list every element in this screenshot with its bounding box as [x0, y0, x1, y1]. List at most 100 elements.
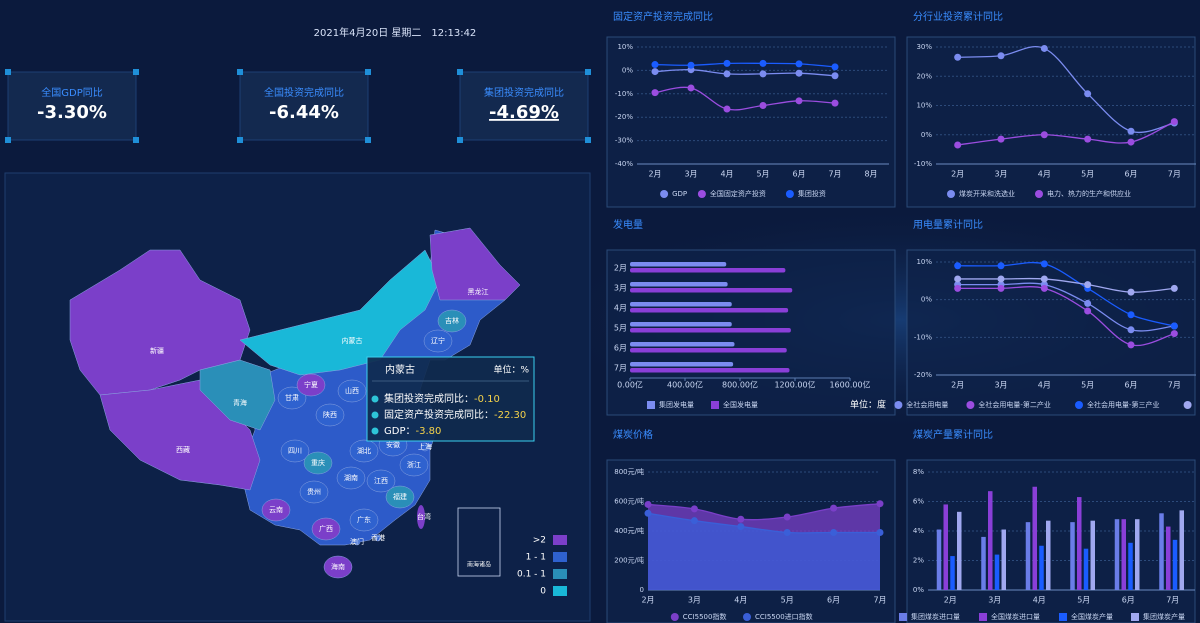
chart-title: 分行业投资累计同比 — [913, 10, 1003, 23]
bar — [1001, 529, 1006, 590]
point — [1170, 322, 1178, 330]
x-tick-label: 5月 — [1077, 596, 1090, 605]
tooltip-dot — [371, 395, 379, 403]
chart-title: 煤炭产量累计同比 — [913, 428, 993, 441]
bar — [1159, 513, 1164, 590]
province-label: 台湾 — [417, 512, 431, 521]
province — [280, 439, 310, 463]
point — [687, 61, 695, 69]
province — [261, 498, 291, 522]
legend-swatch — [670, 613, 679, 621]
line — [647, 503, 881, 521]
province — [366, 469, 396, 493]
tooltip-row: 固定资产投资完成同比：-22.30 — [384, 408, 526, 421]
point — [997, 275, 1005, 283]
legend-swatch — [743, 613, 751, 621]
point — [1170, 118, 1178, 126]
x-tick-label: 5月 — [1081, 381, 1094, 390]
tooltip-label: GDP： — [384, 426, 415, 437]
map-legend-label: 0 — [540, 587, 546, 597]
chart-title: 煤炭价格 — [613, 428, 653, 441]
tooltip-label: 固定资产投资完成同比： — [384, 408, 494, 421]
province — [337, 379, 367, 403]
point — [795, 69, 803, 77]
y-tick-label: 6月 — [614, 344, 627, 353]
point — [831, 72, 839, 80]
point — [1170, 284, 1178, 292]
map-legend-swatch — [553, 535, 567, 545]
line — [957, 286, 1175, 347]
legend-label: 集团煤炭产量 — [1143, 612, 1185, 621]
point — [737, 515, 745, 523]
province-label: 澳门 — [350, 537, 364, 546]
province — [315, 403, 345, 427]
province-label: 安徽 — [386, 440, 400, 449]
y-tick-label: 800元/吨 — [614, 467, 644, 476]
map-legend-swatch — [553, 552, 567, 562]
point — [723, 105, 731, 113]
x-tick-label: 5月 — [781, 596, 794, 605]
point — [1084, 307, 1092, 315]
bar — [630, 282, 728, 287]
y-tick-label: 10% — [916, 258, 932, 266]
point — [783, 528, 791, 536]
province-label: 上海 — [418, 442, 432, 451]
point — [759, 70, 767, 78]
legend-label: CCI5500指数 — [683, 612, 727, 621]
bar — [630, 342, 735, 347]
y-tick-label: 0% — [913, 586, 924, 594]
point — [876, 500, 884, 508]
x-tick-label: 1200.00亿 — [774, 380, 815, 390]
bar — [1179, 510, 1184, 590]
y-tick-label: 0% — [622, 66, 633, 74]
line — [957, 277, 1175, 293]
point — [1127, 341, 1135, 349]
tooltip-dot — [371, 427, 379, 435]
legend-label: CCI5500进口指数 — [755, 612, 813, 621]
legend-swatch — [979, 613, 987, 621]
point — [644, 509, 652, 517]
chart-panel — [906, 36, 1196, 208]
bar — [1166, 526, 1171, 590]
x-tick-label: 8月 — [864, 170, 877, 179]
bar — [630, 308, 789, 313]
point — [1084, 90, 1092, 98]
province — [323, 555, 353, 579]
unit-label: 单位：度 — [850, 399, 886, 411]
point — [997, 284, 1005, 292]
bar — [1114, 519, 1120, 590]
bar — [630, 262, 727, 267]
chart-title: 固定资产投资完成同比 — [613, 10, 713, 23]
line — [957, 261, 1175, 327]
kpi-label: 集团投资完成同比 — [484, 86, 564, 99]
x-tick-label: 7月 — [1168, 170, 1181, 179]
province-label: 宁夏 — [304, 380, 318, 389]
x-tick-label: 3月 — [684, 170, 697, 179]
province-label: 山西 — [345, 386, 359, 395]
legend-label: 集团发电量 — [659, 400, 694, 409]
point — [759, 102, 767, 109]
chart-title: 用电量累计同比 — [913, 218, 983, 231]
bar — [630, 268, 786, 273]
legend-swatch — [1059, 613, 1067, 621]
province-label: 海南 — [331, 562, 345, 571]
x-tick-label: 4月 — [1033, 596, 1046, 605]
bar — [1090, 520, 1095, 590]
province-label: 重庆 — [311, 458, 325, 467]
x-tick-label: 5月 — [756, 170, 769, 179]
point — [1084, 135, 1092, 143]
point — [644, 500, 652, 508]
point — [1127, 326, 1135, 334]
province-label: 新疆 — [150, 346, 164, 355]
legend-label: 全社会用电量-第二产业 — [978, 400, 1051, 409]
x-tick-label: 3月 — [994, 170, 1007, 179]
x-tick-label: 2月 — [951, 170, 964, 179]
tooltip-title: 内蒙古 — [385, 363, 415, 376]
y-tick-label: 30% — [916, 43, 932, 51]
province-label: 内蒙古 — [342, 336, 363, 345]
chart-title: 发电量 — [613, 218, 643, 231]
province — [353, 538, 361, 546]
province — [374, 534, 382, 542]
y-tick-label: 4% — [913, 527, 924, 535]
x-tick-label: 7月 — [828, 170, 841, 179]
